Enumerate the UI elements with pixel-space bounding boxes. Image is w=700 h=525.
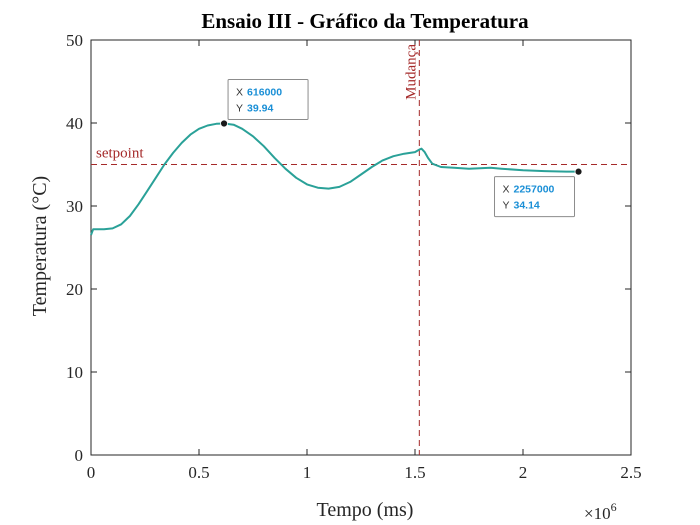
datatip-y-value: 34.14 xyxy=(514,200,540,212)
x-tick-label: 1.5 xyxy=(404,463,425,482)
datatip-marker xyxy=(574,167,583,176)
datatip-x-value: 2257000 xyxy=(514,184,555,196)
plot-area xyxy=(90,39,632,456)
datatip: X 2257000 Y 34.14 xyxy=(494,167,583,218)
y-tick-label: 30 xyxy=(66,197,83,216)
datatip-box xyxy=(227,78,309,120)
x-tick-label: 2.5 xyxy=(620,463,641,482)
change-marker-label: Mudança xyxy=(403,44,419,100)
x-tick-label: 1 xyxy=(303,463,312,482)
x-exponent-power: 6 xyxy=(611,500,617,514)
y-tick-label: 0 xyxy=(75,446,84,465)
datatip-box xyxy=(494,176,576,218)
x-tick-label: 2 xyxy=(519,463,528,482)
y-axis-label: Temperatura (°C) xyxy=(29,176,51,316)
x-tick-label: 0.5 xyxy=(188,463,209,482)
temperature-series-line xyxy=(90,122,579,236)
chart-title: Ensaio III - Gráfico da Temperatura xyxy=(201,9,529,33)
y-tick-label: 40 xyxy=(66,114,83,133)
x-tick-label: 0 xyxy=(87,463,96,482)
datatip-y-label: Y xyxy=(236,102,243,114)
y-tick-label: 50 xyxy=(66,31,83,50)
y-tick-label: 20 xyxy=(66,280,83,299)
datatip-x-label: X xyxy=(236,86,243,98)
setpoint-label: setpoint xyxy=(96,146,144,162)
datatip-marker xyxy=(220,119,228,128)
y-tick-label: 10 xyxy=(66,363,83,382)
x-exponent-label: ×106 xyxy=(584,500,617,523)
datatip: X 616000 Y 39.94 xyxy=(220,78,309,128)
x-exponent-base: ×10 xyxy=(584,504,611,523)
datatip-x-label: X xyxy=(503,184,510,196)
datatip-y-label: Y xyxy=(503,200,510,212)
x-axis-label: Tempo (ms) xyxy=(317,499,414,521)
datatip-x-value: 616000 xyxy=(247,86,282,98)
datatip-y-value: 39.94 xyxy=(247,102,273,114)
